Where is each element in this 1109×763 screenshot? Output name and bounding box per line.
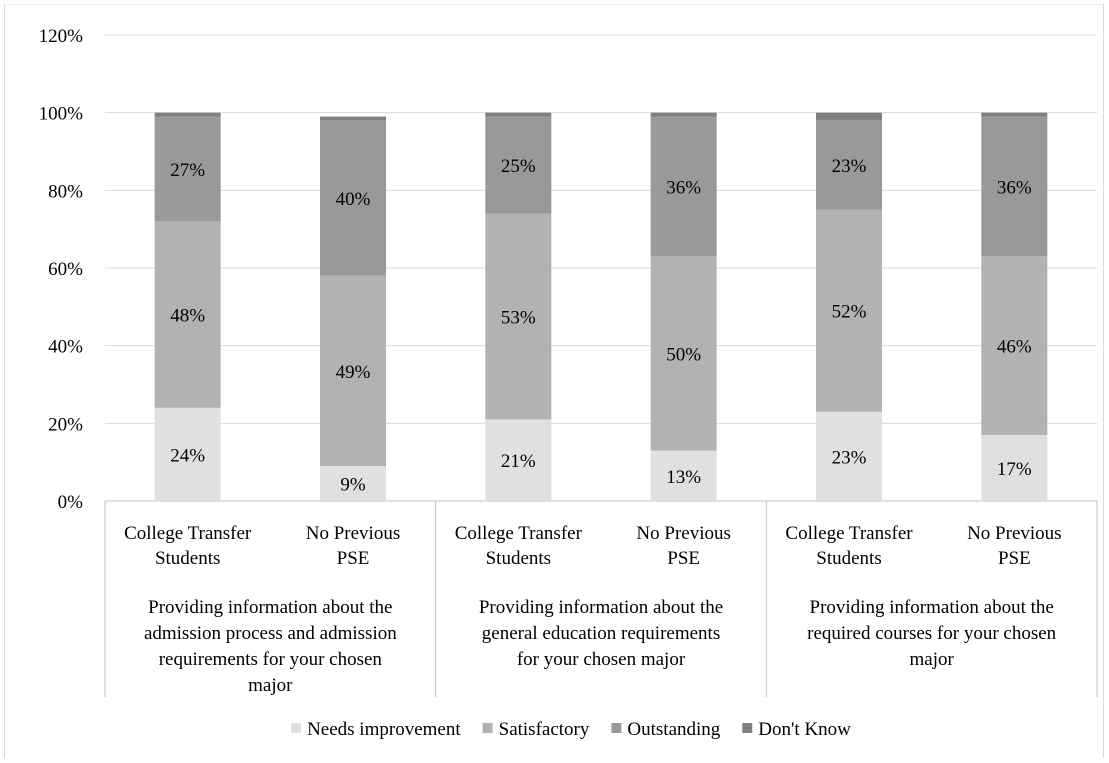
data-label: 53%	[501, 308, 536, 329]
bar-segment-satisfactory	[154, 221, 221, 408]
gridlines	[105, 34, 1097, 502]
bar-segment-don-t-know	[320, 116, 386, 121]
data-label: 36%	[997, 177, 1032, 198]
data-label: 24%	[170, 445, 205, 466]
data-label: 50%	[666, 344, 701, 365]
legend-swatch-don-t-know	[742, 723, 753, 733]
bar-segment-outstanding	[154, 116, 221, 222]
data-label: 23%	[832, 447, 867, 468]
bar-segment-outstanding	[981, 116, 1048, 257]
legend: Needs improvement Satisfactory Outstanding…	[291, 719, 851, 740]
y-axis: 0% 20% 40% 60% 80% 100% 120%	[39, 26, 84, 513]
x-group-label: Providing information about the required …	[807, 597, 1057, 670]
bar-segment-outstanding	[650, 116, 717, 257]
y-tick-label: 20%	[48, 414, 83, 435]
data-label: 17%	[997, 459, 1032, 480]
data-label: 27%	[170, 160, 205, 181]
x-group-label: Providing information about the general e…	[479, 597, 723, 670]
legend-label-satisfactory: Satisfactory	[499, 719, 590, 740]
data-label: 49%	[336, 362, 371, 383]
data-label: 48%	[170, 306, 205, 327]
x-category-label: College Transfer Students	[455, 523, 583, 569]
legend-swatch-needs-improvement	[291, 723, 302, 733]
bar-segment-satisfactory	[981, 256, 1048, 435]
bar-segment-satisfactory	[816, 209, 882, 412]
bar-segment-needs-improvement	[320, 466, 386, 501]
y-tick-label: 40%	[48, 337, 83, 358]
bar-segment-don-t-know	[650, 112, 717, 117]
bar-segment-don-t-know	[485, 112, 552, 117]
legend-swatch-satisfactory	[482, 723, 493, 733]
bars	[154, 112, 1048, 501]
bar-segment-needs-improvement	[816, 411, 882, 501]
bar-segment-satisfactory	[485, 213, 552, 420]
x-category-label: No Previous PSE	[636, 523, 730, 569]
data-label: 21%	[501, 451, 536, 472]
x-category-label: No Previous PSE	[306, 523, 400, 569]
chart-container: 24% 48% 27% 9% 49% 40% 21% 53% 25% 13% 50% 36% 23% 52…	[4, 4, 1104, 758]
y-tick-label: 100%	[39, 104, 84, 125]
bar-segment-satisfactory	[650, 256, 717, 451]
y-tick-label: 120%	[39, 26, 84, 47]
legend-label-outstanding: Outstanding	[627, 719, 720, 740]
data-label: 25%	[501, 156, 536, 177]
x-category-label: College Transfer Students	[785, 523, 913, 569]
y-tick-label: 60%	[48, 259, 83, 280]
bar-segment-satisfactory	[320, 275, 386, 467]
data-label: 52%	[832, 302, 867, 323]
data-labels: 24% 48% 27% 9% 49% 40% 21% 53% 25% 13% 50% 36% 23% 52…	[170, 156, 1032, 495]
data-label: 36%	[666, 177, 701, 198]
bar-segment-outstanding	[485, 116, 552, 214]
bar-segment-needs-improvement	[650, 450, 717, 501]
x-category-label: No Previous PSE	[967, 523, 1061, 569]
data-label: 13%	[666, 467, 701, 488]
bar-segment-outstanding	[816, 120, 882, 210]
y-tick-label: 80%	[48, 181, 83, 202]
legend-swatch-outstanding	[611, 723, 622, 733]
legend-label-needs-improvement: Needs improvement	[307, 719, 461, 740]
bar-segment-outstanding	[320, 120, 386, 276]
data-label: 46%	[997, 337, 1032, 358]
bar-segment-needs-improvement	[981, 434, 1048, 501]
bar-segment-needs-improvement	[485, 419, 552, 501]
data-label: 40%	[336, 189, 371, 210]
data-label: 9%	[340, 475, 366, 496]
bar-segment-don-t-know	[981, 112, 1048, 117]
bar-segment-needs-improvement	[154, 407, 221, 501]
x-axis: College Transfer Students No Previous PSE Co…	[104, 501, 1098, 697]
stacked-bar-chart: 24% 48% 27% 9% 49% 40% 21% 53% 25% 13% 50% 36% 23% 52…	[39, 26, 1098, 740]
x-category-label: College Transfer Students	[124, 523, 252, 569]
bar-segment-don-t-know	[816, 112, 882, 121]
y-tick-label: 0%	[58, 492, 84, 513]
x-group-label: Providing information about the admission…	[144, 597, 397, 696]
bar-segment-don-t-know	[154, 112, 221, 117]
legend-label-don-t-know: Don't Know	[758, 719, 851, 740]
data-label: 23%	[832, 156, 867, 177]
